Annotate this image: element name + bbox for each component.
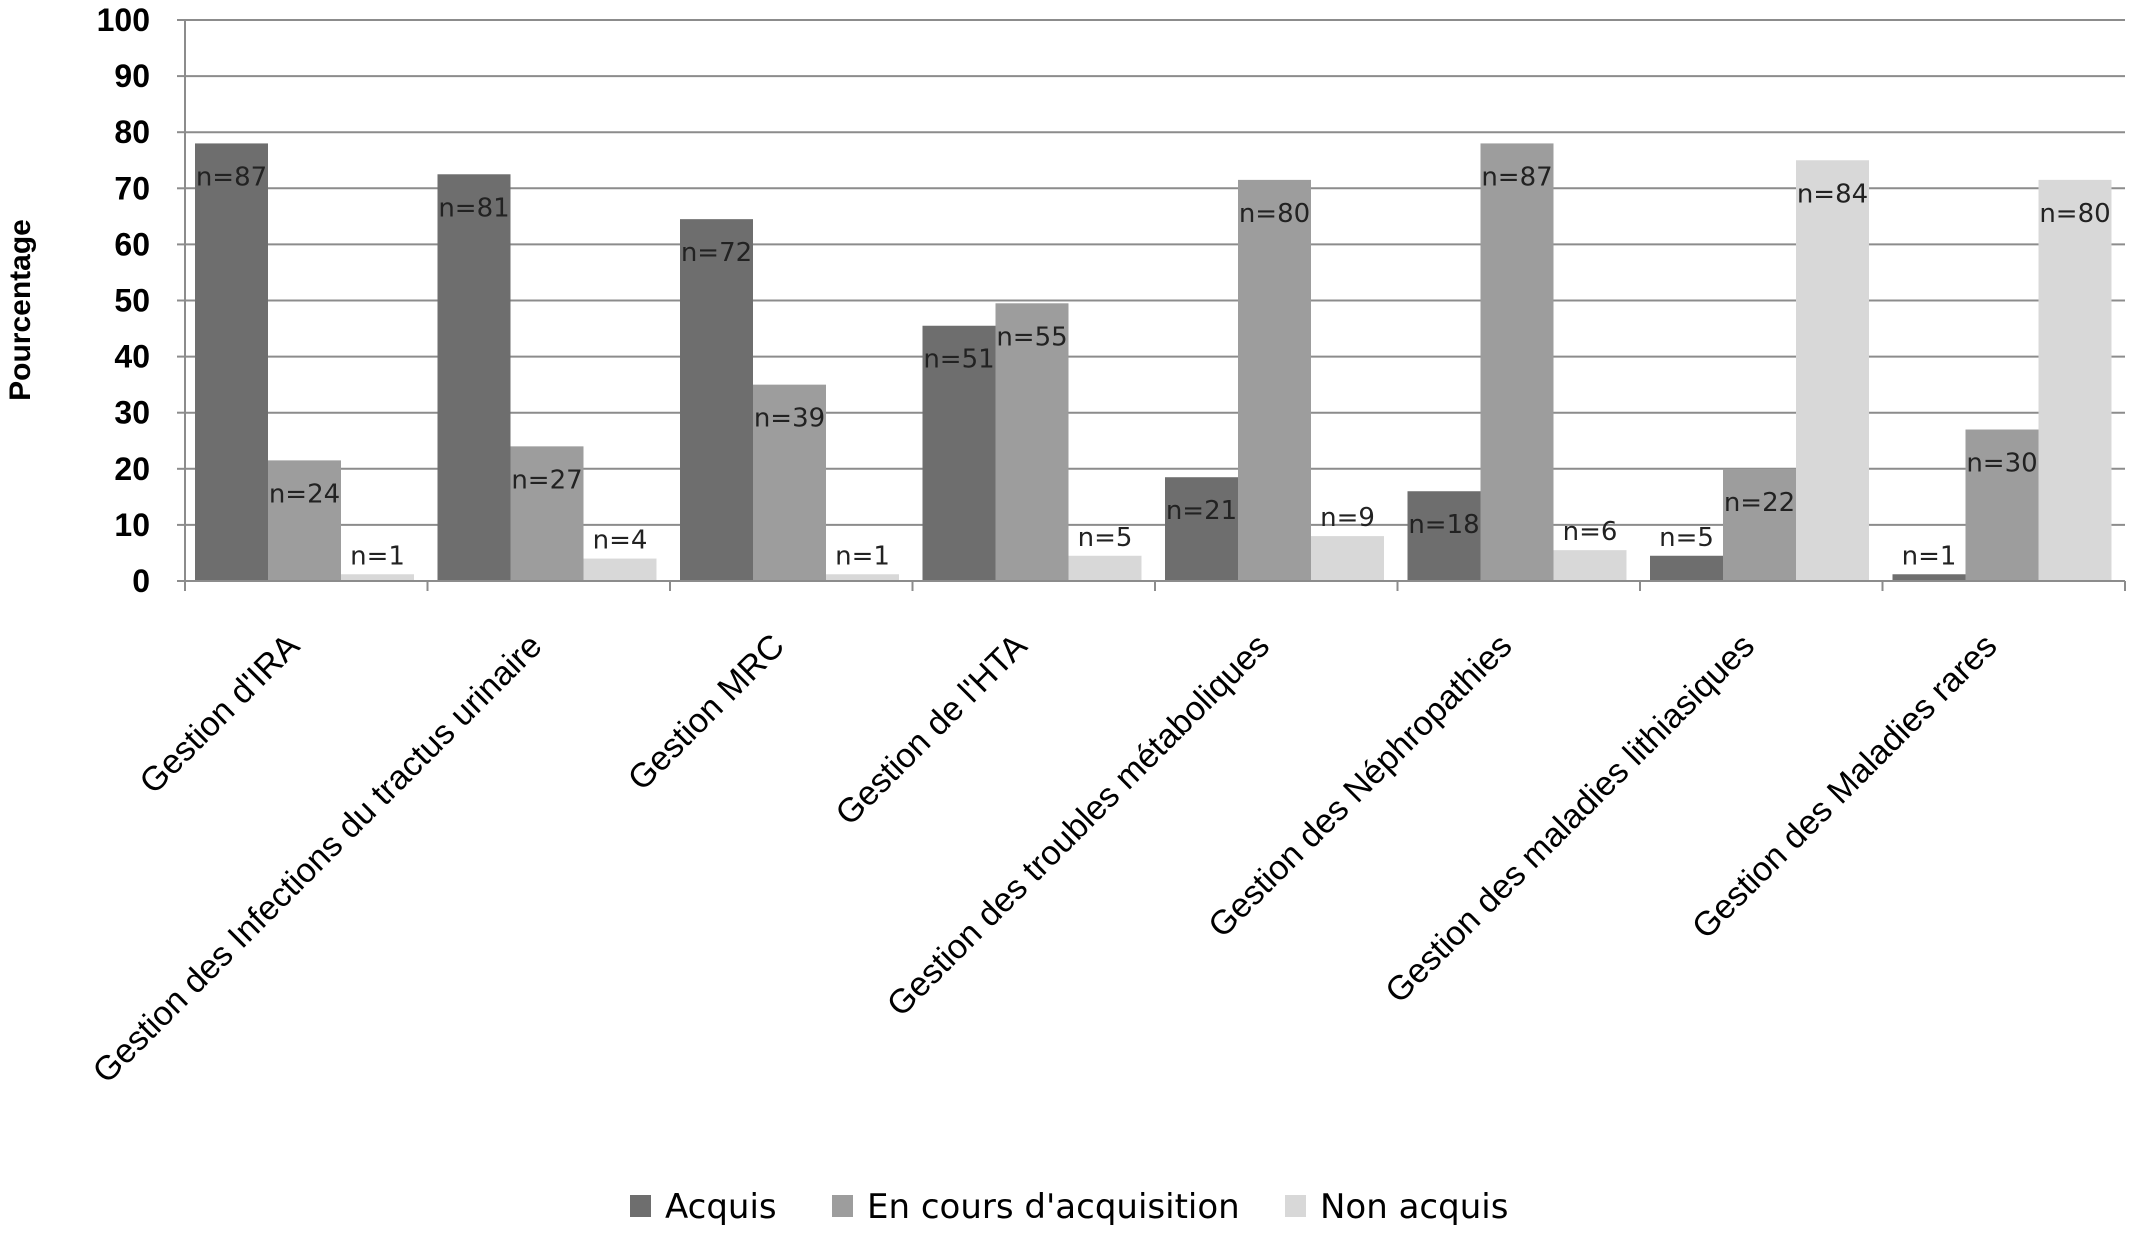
x-category-label: Gestion MRC — [621, 627, 792, 798]
data-label: n=84 — [1797, 179, 1868, 209]
data-label: n=72 — [681, 238, 752, 268]
x-category-label: Gestion des Infections du tractus urinai… — [86, 627, 550, 1091]
bar — [437, 174, 511, 581]
bar — [583, 558, 657, 581]
y-tick-label: 60 — [114, 226, 150, 262]
bar — [922, 325, 996, 581]
bar — [1553, 550, 1627, 581]
y-tick-label: 30 — [114, 395, 150, 431]
data-label: n=22 — [1724, 488, 1795, 518]
bar — [1796, 160, 1869, 581]
bar — [1723, 468, 1796, 581]
y-tick-label: 100 — [97, 2, 150, 38]
data-label: n=4 — [593, 526, 648, 556]
bar — [1238, 179, 1311, 581]
legend-label: Acquis — [665, 1187, 777, 1227]
y-tick-label: 40 — [114, 339, 150, 375]
data-label: n=81 — [438, 193, 509, 223]
data-label: n=5 — [1659, 523, 1714, 553]
y-axis-label: Pourcentage — [4, 219, 37, 401]
legend-swatch — [832, 1195, 853, 1217]
data-label: n=30 — [1966, 449, 2037, 479]
data-label: n=21 — [1166, 496, 1237, 526]
bar — [2038, 179, 2112, 581]
bar — [753, 384, 826, 581]
bar — [1068, 555, 1142, 581]
data-label: n=24 — [269, 479, 340, 509]
data-label: n=9 — [1320, 503, 1375, 533]
bar — [510, 446, 584, 581]
bar — [1650, 555, 1723, 581]
bar — [1892, 574, 1966, 581]
y-tick-label: 90 — [114, 58, 150, 94]
data-label: n=1 — [835, 541, 890, 571]
x-category-label: Gestion d'IRA — [132, 627, 307, 802]
legend-swatch — [1285, 1195, 1306, 1217]
data-label: n=80 — [2039, 199, 2110, 229]
data-label: n=55 — [996, 322, 1067, 352]
data-label: n=27 — [511, 465, 582, 495]
legend: Acquis En cours d'acquisition Non acquis — [630, 1187, 1508, 1227]
bar — [995, 303, 1069, 581]
y-axis: 0 10 20 30 40 50 60 70 80 90 100 — [97, 2, 186, 599]
data-label: n=39 — [754, 404, 825, 434]
x-category-label: Gestion des troubles métaboliques — [880, 627, 1277, 1024]
data-label: n=87 — [196, 162, 267, 192]
y-tick-label: 70 — [114, 170, 150, 206]
data-label: n=18 — [1408, 510, 1479, 540]
y-tick-label: 80 — [114, 114, 150, 150]
data-label: n=1 — [1902, 541, 1957, 571]
bar — [1407, 491, 1481, 581]
data-label: n=1 — [350, 541, 405, 571]
bar — [341, 574, 414, 581]
data-label: n=5 — [1078, 523, 1133, 553]
bar — [1311, 536, 1384, 581]
bar — [268, 460, 341, 581]
data-label: n=6 — [1563, 517, 1618, 547]
bar — [1165, 477, 1238, 581]
data-label: n=80 — [1239, 199, 1310, 229]
bar — [195, 143, 268, 582]
bar — [680, 219, 753, 581]
y-tick-label: 50 — [114, 283, 150, 319]
bar — [1965, 429, 2039, 581]
data-label: n=87 — [1481, 162, 1552, 192]
legend-label: En cours d'acquisition — [867, 1187, 1240, 1227]
y-tick-label: 0 — [132, 563, 150, 599]
bar — [826, 574, 899, 581]
y-tick-label: 10 — [114, 507, 150, 543]
legend-swatch — [630, 1195, 651, 1217]
y-tick-label: 20 — [114, 451, 150, 487]
bars: n=87 n=81 n=72 n=51 n=21 n=18 n=5 n=1 n=24 n=27 n=… — [195, 143, 2112, 582]
bar — [1480, 143, 1554, 582]
x-category-label: Gestion de l'HTA — [828, 627, 1034, 833]
data-label: n=51 — [923, 345, 994, 375]
legend-label: Non acquis — [1320, 1187, 1508, 1227]
